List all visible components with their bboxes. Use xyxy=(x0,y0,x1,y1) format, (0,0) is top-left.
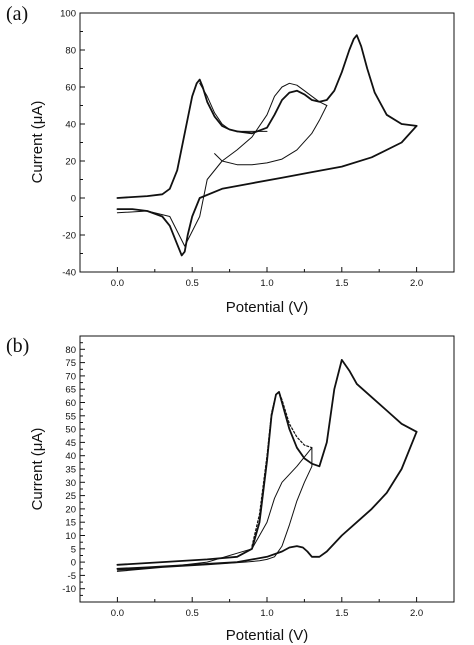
cv-curve xyxy=(199,82,268,132)
y-tick-label: 70 xyxy=(65,371,76,382)
y-tick-label: -5 xyxy=(68,571,76,582)
x-tick-label: 0.5 xyxy=(186,278,199,289)
x-axis-title-b: Potential (V) xyxy=(226,627,309,644)
y-tick-label: 0 xyxy=(71,194,76,205)
y-axis-title-b: Current (μA) xyxy=(29,428,46,511)
y-tick-label: 35 xyxy=(65,465,76,476)
x-tick-label: 0.0 xyxy=(111,608,124,619)
plot-frame-b xyxy=(79,335,455,603)
x-tick-label: 1.5 xyxy=(335,608,348,619)
y-tick-label: 60 xyxy=(65,83,76,94)
y-tick-label: 5 xyxy=(71,544,76,555)
x-tick-label: 1.5 xyxy=(335,278,348,289)
y-tick-label: 50 xyxy=(65,425,76,436)
panel-label-b: (b) xyxy=(6,335,29,357)
x-tick-label: 0.5 xyxy=(186,608,199,619)
cv-curve xyxy=(116,358,418,566)
y-tick-label: 80 xyxy=(65,345,76,356)
y-tick-label: 45 xyxy=(65,438,76,449)
plot-frame-a xyxy=(79,12,455,273)
y-tick-label: -20 xyxy=(62,231,76,242)
curves-b xyxy=(116,358,418,572)
y-tick-label: 100 xyxy=(60,9,76,20)
y-axis-title-a: Current (μA) xyxy=(29,101,46,184)
panel-a: (a) 0.0 0.5 1.0 1.5 2.0 -40 -20 0 20 40 60 80 100 Po… xyxy=(6,3,455,316)
y-tick-label: 0 xyxy=(71,558,76,569)
y-tick-label: 40 xyxy=(65,120,76,131)
y-tick-label: 60 xyxy=(65,398,76,409)
y-tick-label: 15 xyxy=(65,518,76,529)
y-tick-label: -10 xyxy=(62,584,76,595)
curves-a xyxy=(116,34,418,257)
cv-curve xyxy=(116,82,328,247)
x-tick-label: 1.0 xyxy=(260,608,273,619)
cv-curve xyxy=(116,78,239,199)
y-tick-label: 75 xyxy=(65,358,76,369)
panel-label-a: (a) xyxy=(6,3,28,25)
y-tick-label: 55 xyxy=(65,411,76,422)
cv-curve xyxy=(116,125,418,257)
cv-curve xyxy=(116,447,313,572)
y-tick-label: 40 xyxy=(65,451,76,462)
y-tick-label: 25 xyxy=(65,491,76,502)
y-tick-label: 30 xyxy=(65,478,76,489)
y-tick-label: 20 xyxy=(65,504,76,515)
y-tick-label: 10 xyxy=(65,531,76,542)
cv-curve xyxy=(214,105,328,166)
y-tick-label: 65 xyxy=(65,385,76,396)
x-tick-label: 2.0 xyxy=(410,608,423,619)
x-tick-label: 1.0 xyxy=(260,278,273,289)
y-tick-label: 80 xyxy=(65,46,76,57)
ticks-b: 0.0 0.5 1.0 1.5 2.0 -10 -5 0 5 10 15 20 25 30 35 40 45 50… xyxy=(62,335,455,619)
cv-curve xyxy=(116,430,418,570)
y-tick-label: -40 xyxy=(62,268,76,279)
x-tick-label: 2.0 xyxy=(410,278,423,289)
cv-curve xyxy=(236,34,418,135)
cv-curve xyxy=(251,391,313,547)
ticks-a: 0.0 0.5 1.0 1.5 2.0 -40 -20 0 20 40 60 80 100 xyxy=(60,9,455,289)
x-tick-label: 0.0 xyxy=(111,278,124,289)
panel-b: (b) 0.0 0.5 1.0 1.5 2.0 -10 -5 0 5 10 15 20 25 30 35 40… xyxy=(6,335,455,644)
x-axis-title-a: Potential (V) xyxy=(226,299,309,316)
y-tick-label: 20 xyxy=(65,157,76,168)
